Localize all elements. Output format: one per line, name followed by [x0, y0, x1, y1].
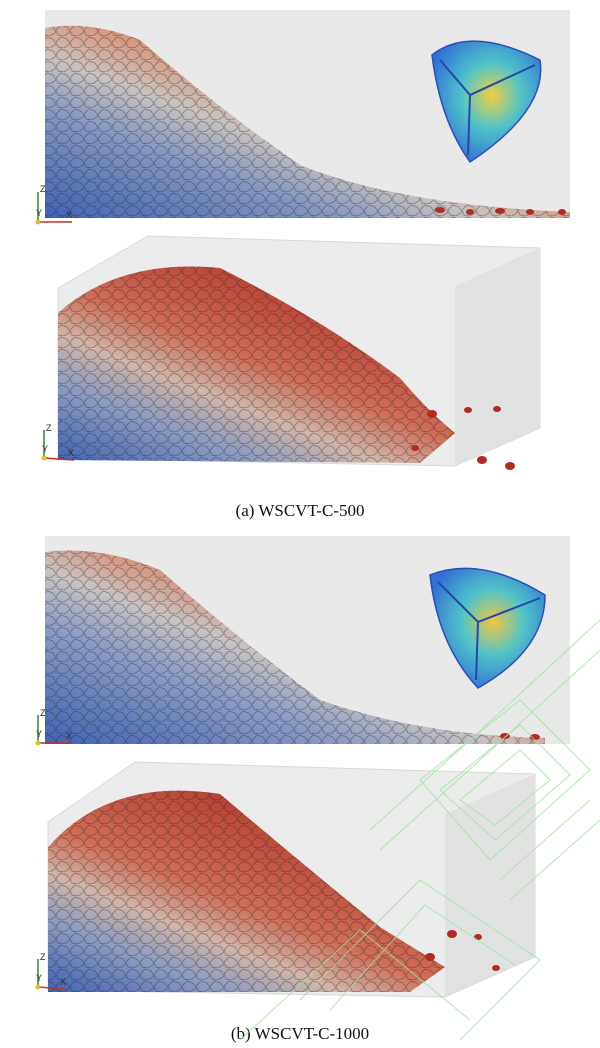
panel-b-side-svg: Z Y X	[35, 536, 570, 746]
axis-z-label: Z	[40, 952, 46, 962]
axis-x-label: X	[60, 977, 66, 987]
axis-y-label: Y	[36, 208, 42, 218]
axes-triad-3d: Z Y X	[41, 423, 75, 461]
caption-a: (a) WSCVT-C-500	[235, 501, 365, 520]
axes-triad-3d: Z Y X	[35, 952, 67, 990]
caption-b: (b) WSCVT-C-1000	[230, 1024, 370, 1043]
particle-mesh-inset	[431, 40, 542, 164]
panel-b-3d-svg: Z Y X	[35, 761, 536, 998]
axis-y-label: Y	[36, 729, 42, 739]
panel-b-side-view: Z Y X	[0, 530, 600, 752]
panel-a-side-view: Z Y X	[0, 0, 600, 230]
axes-triad: Z Y X	[35, 184, 72, 225]
panel-a-side-svg: Z Y X	[35, 10, 570, 225]
panel-b-3d-view: Z Y X	[0, 752, 600, 1004]
axis-z-label: Z	[40, 708, 46, 718]
axis-y-label: Y	[42, 444, 48, 454]
panel-a-3d-view: Z Y X	[0, 228, 600, 478]
scattered-particles	[435, 207, 566, 215]
axis-z-label: Z	[40, 184, 46, 194]
axis-x-label: X	[68, 448, 74, 458]
axes-triad: Z Y X	[35, 708, 72, 746]
scattered-particles-3d	[411, 406, 515, 470]
panel-a-3d-svg: Z Y X	[41, 235, 541, 470]
axis-z-label: Z	[46, 423, 52, 433]
axis-x-label: X	[66, 731, 72, 741]
axis-x-label: X	[66, 210, 72, 220]
axis-y-label: Y	[36, 973, 42, 983]
